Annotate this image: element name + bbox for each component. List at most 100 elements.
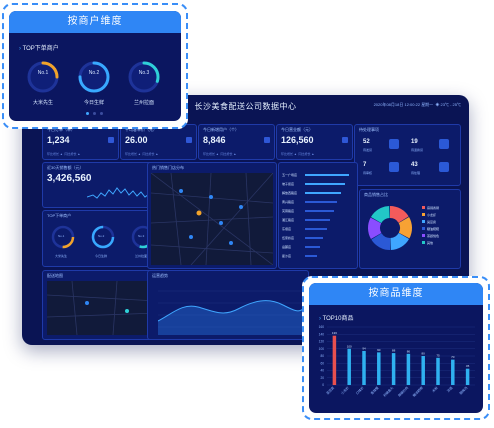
- kpi-card-revenue[interactable]: 今日营业额（元） 126,560 环比增长 ▲ 同比增长 ▲: [276, 124, 353, 160]
- legend-label: 麻辣香锅: [427, 206, 440, 210]
- ranking-bar: [305, 255, 317, 257]
- sales-panel: 近30天销售额（元） 3,426,560: [42, 162, 162, 208]
- ranking-label: 黄兴路店: [282, 200, 295, 204]
- pager-dot-active[interactable]: [86, 112, 89, 115]
- shipping-icon[interactable]: [389, 139, 399, 149]
- pending-panel: 待处理事项 52 待发货 19 待退换货 7 待审核 43 待处理: [354, 124, 461, 186]
- trend-title: 运营趋势: [152, 273, 168, 278]
- y-tick-label: 0: [322, 383, 324, 387]
- y-tick-label: 100: [319, 347, 325, 351]
- bar-value-label: 90: [377, 348, 381, 352]
- top-merchants-mini: TOP下单商户 No.1 No.2 No.3 大米先生 今日生鲜 兰州拉面: [42, 210, 162, 267]
- kpi-card-new-users[interactable]: 今日新增用户（个） 8,846 环比增长 ▲ 同比增长 ▲: [198, 124, 275, 160]
- bar[interactable]: [362, 350, 366, 385]
- delivery-map[interactable]: [47, 281, 157, 335]
- bar[interactable]: [332, 335, 337, 385]
- city-map[interactable]: [151, 173, 273, 265]
- bar-value-label: 45: [466, 364, 470, 368]
- pending-value: 52: [363, 139, 370, 145]
- donut-slice: [368, 206, 412, 250]
- bar[interactable]: [347, 348, 351, 385]
- bar-value-label: 80: [422, 352, 426, 356]
- trend-panel: 运营趋势: [147, 270, 309, 340]
- weather-text: 23℃ - 25℃: [440, 102, 461, 107]
- pager-dot[interactable]: [93, 112, 96, 115]
- bar[interactable]: [436, 357, 440, 385]
- bar-value-label: 70: [451, 355, 455, 359]
- legend-item: 糖油粑粑: [422, 227, 439, 231]
- x-tick-label: 糖油粑粑: [411, 385, 424, 398]
- y-tick-label: 160: [319, 325, 325, 329]
- y-tick-label: 40: [320, 369, 324, 373]
- legend-label: 臭豆腐: [427, 220, 437, 224]
- ranking-label: 伍家岭店: [282, 236, 295, 240]
- x-tick-label: 小龙虾: [340, 385, 351, 396]
- merchant-name: 今日生鲜: [83, 100, 104, 106]
- x-tick-label: 辣椒炒肉: [397, 385, 410, 398]
- dashboard-title: 长沙美食配送公司数据中心: [194, 102, 297, 111]
- sales-label: 近30天销售额（元）: [47, 165, 84, 170]
- data-dashboard: 长沙美食配送公司数据中心 2020年08月18日 12:00:22 星期一 ☀ …: [22, 95, 469, 345]
- kpi-label: 今日订单（单）: [47, 127, 75, 132]
- merchant-rank: No.2: [88, 70, 100, 76]
- bar[interactable]: [377, 352, 381, 385]
- map-title: 热门销售门店分布: [152, 165, 184, 170]
- pending-label: 待处理: [411, 171, 421, 175]
- ring-progress: [78, 61, 110, 93]
- bar-value-label: 100: [347, 344, 352, 348]
- merchant-rank: No.2: [98, 234, 105, 238]
- ranking-label: 芙蓉路店: [282, 209, 295, 213]
- merchant-name: 兰州拉面: [135, 254, 148, 258]
- order-icon: [108, 137, 114, 143]
- kpi-card-orders[interactable]: 今日订单（单） 1,234 环比增长 ▲ 同比增长 ▲: [42, 124, 119, 160]
- bar[interactable]: [465, 368, 470, 385]
- weather-icon: ☀: [435, 102, 440, 107]
- x-tick-label: 凉面: [445, 385, 453, 393]
- bar[interactable]: [406, 353, 411, 385]
- kpi-trend: 环比增长 ▲ 同比增长 ▲: [203, 152, 237, 156]
- ranking-label: 湘江路店: [282, 218, 295, 222]
- y-tick-label: 80: [320, 354, 324, 358]
- ranking-bar: [305, 201, 338, 203]
- ranking-bar: [305, 246, 321, 248]
- audit-icon[interactable]: [389, 162, 399, 172]
- merchant-rings[interactable]: [9, 57, 181, 97]
- legend-swatch: [422, 213, 425, 216]
- delivery-map-panel: 配送地图: [42, 270, 162, 340]
- chevron-right-icon: ›: [319, 316, 321, 322]
- kpi-card-avg-price[interactable]: 平均客单价（元） 26.00 环比增长 ▲ 同比增长 ▲: [120, 124, 197, 160]
- pager-dot[interactable]: [100, 112, 103, 115]
- category-panel: 商品销售占比 麻辣香锅 小龙虾 臭豆腐 糖油粑粑 茶颜悦色 其他: [359, 189, 461, 269]
- legend-label: 茶颜悦色: [427, 234, 440, 238]
- y-tick-label: 60: [320, 361, 324, 365]
- task-icon[interactable]: [439, 162, 449, 172]
- bar-value-label: 86: [407, 349, 411, 353]
- category-donut[interactable]: [366, 204, 414, 252]
- bar[interactable]: [451, 359, 455, 385]
- x-tick-label: 米粉: [431, 385, 440, 394]
- bar-value-label: 94: [362, 346, 366, 350]
- merchant-section-title: › TOP下单商户: [19, 46, 59, 52]
- legend-label: 糖油粑粑: [427, 227, 440, 231]
- legend-swatch: [422, 227, 425, 230]
- ranking-label: 坡子街店: [282, 182, 295, 186]
- donut-slice: [368, 206, 412, 250]
- merchant-rank: No.1: [37, 70, 49, 76]
- product-section-title: › TOP10商品: [319, 316, 354, 322]
- legend-item: 其他: [422, 241, 433, 245]
- legend-label: 小龙虾: [427, 213, 437, 217]
- pending-value: 7: [363, 162, 367, 168]
- ranking-label: 星沙店: [282, 254, 292, 258]
- bar-value-label: 75: [436, 353, 440, 357]
- pending-value: 19: [411, 139, 418, 145]
- y-tick-label: 20: [320, 376, 324, 380]
- chevron-right-icon: ›: [19, 46, 21, 52]
- top10-bar-chart[interactable]: 0 20 40 60 80 100 120 140 160 136 臭豆腐 100 小龙虾 94 口味虾 90…: [309, 323, 483, 413]
- ranking-bar: [305, 183, 345, 185]
- return-icon[interactable]: [439, 139, 449, 149]
- ranking-bar: [305, 219, 330, 221]
- kpi-label: 今日营业额（元）: [281, 127, 313, 132]
- bar[interactable]: [391, 353, 396, 385]
- ring-progress: [128, 61, 160, 93]
- bar[interactable]: [421, 356, 425, 385]
